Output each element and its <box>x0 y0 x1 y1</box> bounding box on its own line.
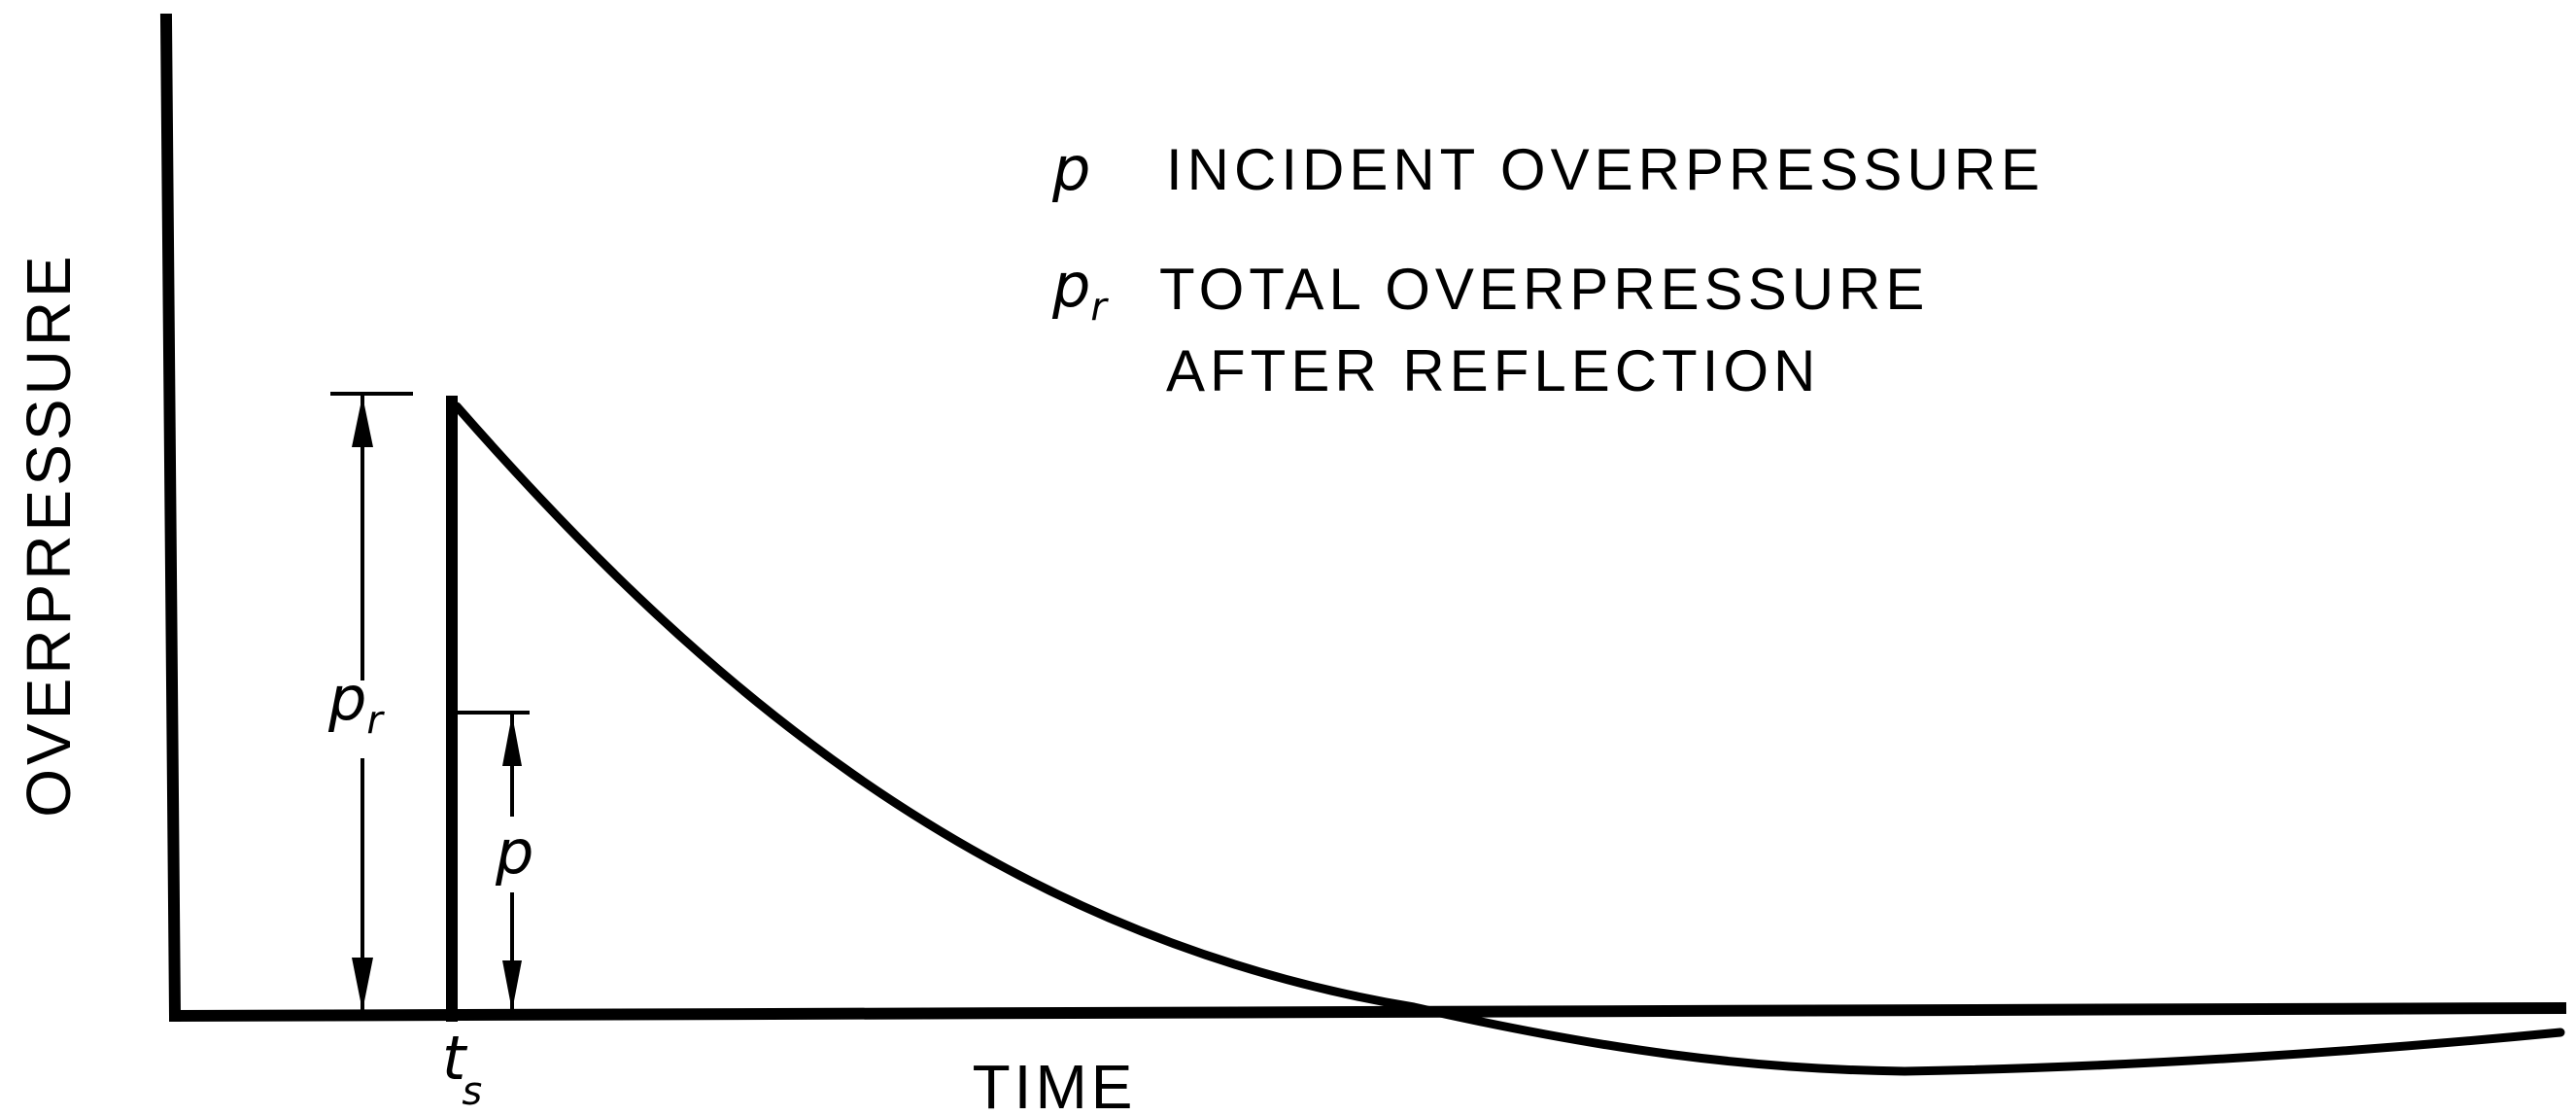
ts-marker-label: ts <box>442 1023 482 1114</box>
legend-incident-text: INCIDENT OVERPRESSURE <box>1166 137 2044 202</box>
reflected-dimension-arrow-down <box>352 958 373 1011</box>
reflected-dimension-subscript: r <box>366 698 385 743</box>
legend: p INCIDENT OVERPRESSURE pr TOTAL OVERPRE… <box>1051 133 2044 403</box>
legend-incident-symbol: p <box>1051 133 1090 204</box>
y-axis-title: OVERPRESSURE <box>14 252 84 817</box>
incident-dimension: p <box>457 711 533 1011</box>
reflected-dimension-label: pr <box>327 663 385 743</box>
reflected-dimension-symbol: p <box>327 663 366 734</box>
reflected-dimension-arrow-up <box>352 396 373 447</box>
x-axis-line <box>168 1001 2567 1023</box>
incident-dimension-arrow-down <box>502 960 522 1011</box>
y-axis-line <box>159 13 182 1023</box>
reflected-dimension: pr <box>327 392 413 1011</box>
incident-dimension-arrow-up <box>502 715 522 766</box>
ts-marker-subscript: s <box>462 1069 482 1114</box>
legend-reflected-line1: TOTAL OVERPRESSURE <box>1159 257 1929 322</box>
incident-dimension-label: p <box>495 817 533 888</box>
ts-marker-symbol: t <box>442 1023 468 1094</box>
legend-reflected-subscript: r <box>1090 285 1109 330</box>
legend-reflected-symbol-group: pr <box>1051 250 1109 330</box>
legend-reflected-symbol: p <box>1051 250 1090 321</box>
legend-reflected-line2: AFTER REFLECTION <box>1166 338 1820 403</box>
pressure-decay-curve <box>452 401 2565 1076</box>
x-axis-title: TIME <box>973 1052 1137 1116</box>
